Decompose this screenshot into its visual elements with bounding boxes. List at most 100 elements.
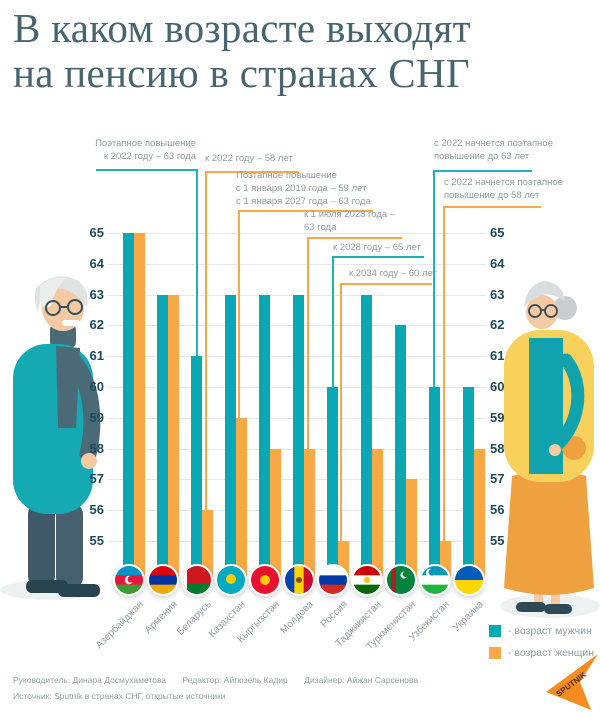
y-axis-label-right-64: 64 [490, 255, 505, 271]
y-axis-label-right-56: 56 [490, 502, 505, 518]
legend-item-women: - возраст женщин [489, 647, 594, 659]
bar-women-Туркменистан [406, 479, 417, 578]
chart-legend: - возраст мужчин - возраст женщин [489, 625, 594, 669]
bar-men-Украина [463, 387, 474, 578]
y-axis-label-left-57: 57 [89, 471, 104, 487]
gridline-65 [107, 233, 486, 234]
y-axis-label-left-58: 58 [89, 440, 104, 456]
bar-women-Армения [168, 294, 179, 578]
bar-men-Таджикистан [361, 294, 372, 578]
bar-men-Беларусь [191, 356, 202, 578]
annotation-callout-line-7 [433, 170, 532, 389]
annotation-text-1: Поэтапное повышение к 2022 году – 63 года [70, 137, 196, 163]
annotation-line: Поэтапное повышение [236, 170, 337, 181]
annotation-callout-line-3 [238, 210, 373, 420]
bar-men-Армения [157, 294, 168, 578]
footer-credit-lead: Руководитель: Динара Досмухаметова [13, 675, 167, 685]
bar-men-Узбекистан [429, 387, 440, 578]
footer-credit-designer: Дизайнер: Айжан Сарсенова [304, 675, 419, 685]
annotation-line: повышение до 63 лет [434, 151, 530, 162]
annotation-callout-line-2 [205, 171, 299, 512]
flag-Узбекистан-icon [419, 564, 451, 596]
annotation-text-5: к 2028 году – 65 лет [333, 241, 433, 254]
annotation-line: к 2022 году – 63 года [103, 151, 196, 162]
y-axis-label-right-62: 62 [490, 317, 505, 333]
annotation-text-8: с 2022 начнется поэтапное повышение до 58… [444, 176, 564, 202]
bar-women-Таджикистан [372, 448, 383, 578]
annotation-callout-line-5 [332, 256, 424, 389]
flag-Азербайджан-icon [113, 564, 145, 596]
y-axis-label-right-65: 65 [490, 225, 505, 240]
annotation-line: к 2034 году – 60 лет [349, 268, 437, 279]
y-axis-label-left-65: 65 [89, 225, 104, 240]
y-axis-label-left-61: 61 [89, 348, 104, 364]
y-axis-label-right-58: 58 [490, 440, 505, 456]
bar-men-Туркменистан [395, 325, 406, 578]
y-axis-label-left-56: 56 [89, 502, 104, 518]
flag-Таджикистан-icon [351, 564, 383, 596]
annotation-callout-line-4 [307, 237, 402, 450]
elderly-man-illustration [0, 276, 101, 600]
bar-women-Беларусь [202, 510, 213, 578]
legend-item-men: - возраст мужчин [489, 625, 594, 637]
y-axis-label-left-63: 63 [89, 286, 104, 302]
y-axis-label-right-63: 63 [490, 286, 505, 302]
annotation-line: 63 года [304, 222, 337, 233]
bar-women-Казахстан [236, 417, 247, 578]
y-axis-label-right-60: 60 [490, 379, 505, 394]
annotation-text-2: к 2022 году – 58 лет [205, 152, 325, 165]
sputnik-logo-icon: SPUTNIK [546, 654, 598, 710]
gridline-64 [107, 263, 486, 265]
annotation-callout-line-8 [443, 206, 541, 543]
elderly-woman-illustration [500, 281, 600, 618]
page-title-line1: В каком возрасте выходят [13, 5, 471, 51]
annotation-line: с 2022 начнется поэтапное [444, 177, 563, 188]
y-axis-label-left-62: 62 [89, 317, 104, 333]
annotation-text-6: к 2034 году – 60 лет [349, 267, 449, 280]
bar-women-Россия [338, 541, 349, 578]
y-axis-label-left-59: 59 [89, 409, 104, 425]
bar-men-Азербайджан [123, 233, 134, 578]
annotation-line: Поэтапное повышение [95, 138, 196, 149]
page-title-line2: на пенсию в странах СНГ [13, 50, 470, 96]
bar-men-Кыргызстан [259, 294, 270, 578]
annotation-line: с 1 января 2019 года – 59 лет [236, 183, 367, 194]
y-axis-label-left-60: 60 [89, 379, 104, 394]
men-color-swatch-icon [489, 625, 501, 637]
annotation-text-3: Поэтапное повышение с 1 января 2019 года … [236, 169, 381, 208]
annotation-line: повышение до 58 лет [444, 190, 540, 201]
flag-Армения-icon [147, 564, 179, 596]
flag-Туркменистан-icon [385, 564, 417, 596]
footer-credits: Руководитель: Динара Досмухаметова Редак… [13, 675, 432, 685]
y-axis-label-right-61: 61 [490, 348, 505, 364]
flag-Молдова-icon [283, 564, 315, 596]
annotation-callout-line-6 [340, 283, 432, 543]
annotation-line: к 2022 году – 58 лет [205, 153, 293, 164]
bar-women-Украина [474, 448, 485, 578]
women-color-swatch-icon [489, 647, 501, 659]
flag-Украина-icon [453, 564, 485, 596]
bar-women-Кыргызстан [270, 448, 281, 578]
bar-women-Азербайджан [134, 233, 145, 578]
y-axis-label-right-59: 59 [490, 409, 505, 425]
page-title: В каком возрасте выходят на пенсию в стр… [13, 6, 593, 96]
y-axis-label-left-64: 64 [89, 255, 104, 271]
flag-Россия-icon [317, 564, 349, 596]
bar-women-Узбекистан [440, 541, 451, 578]
annotation-line: к 2028 году – 65 лет [333, 242, 421, 253]
bar-men-Россия [327, 387, 338, 578]
y-axis-label-left-55: 55 [89, 533, 104, 548]
annotation-text-4: к 1 июля 2028 года – 63 года [304, 208, 404, 234]
flag-Казахстан-icon [215, 564, 247, 596]
annotation-line: к 1 июля 2028 года – [304, 209, 396, 220]
annotation-text-7: с 2022 начнется поэтапное повышение до 63… [434, 137, 559, 163]
legend-women-label: - возраст женщин [508, 647, 595, 659]
y-axis-label-right-55: 55 [490, 533, 505, 548]
footer-credit-editor: Редактор: Айгюзель Кадир [182, 675, 288, 685]
footer: Руководитель: Динара Досмухаметова Редак… [13, 675, 432, 707]
bar-men-Молдова [293, 294, 304, 578]
legend-men-label: - возраст мужчин [508, 625, 592, 637]
annotation-line: с 2022 начнется поэтапное [434, 138, 553, 149]
footer-source: Источник: Sputnik в странах СНГ, открыты… [13, 691, 226, 701]
